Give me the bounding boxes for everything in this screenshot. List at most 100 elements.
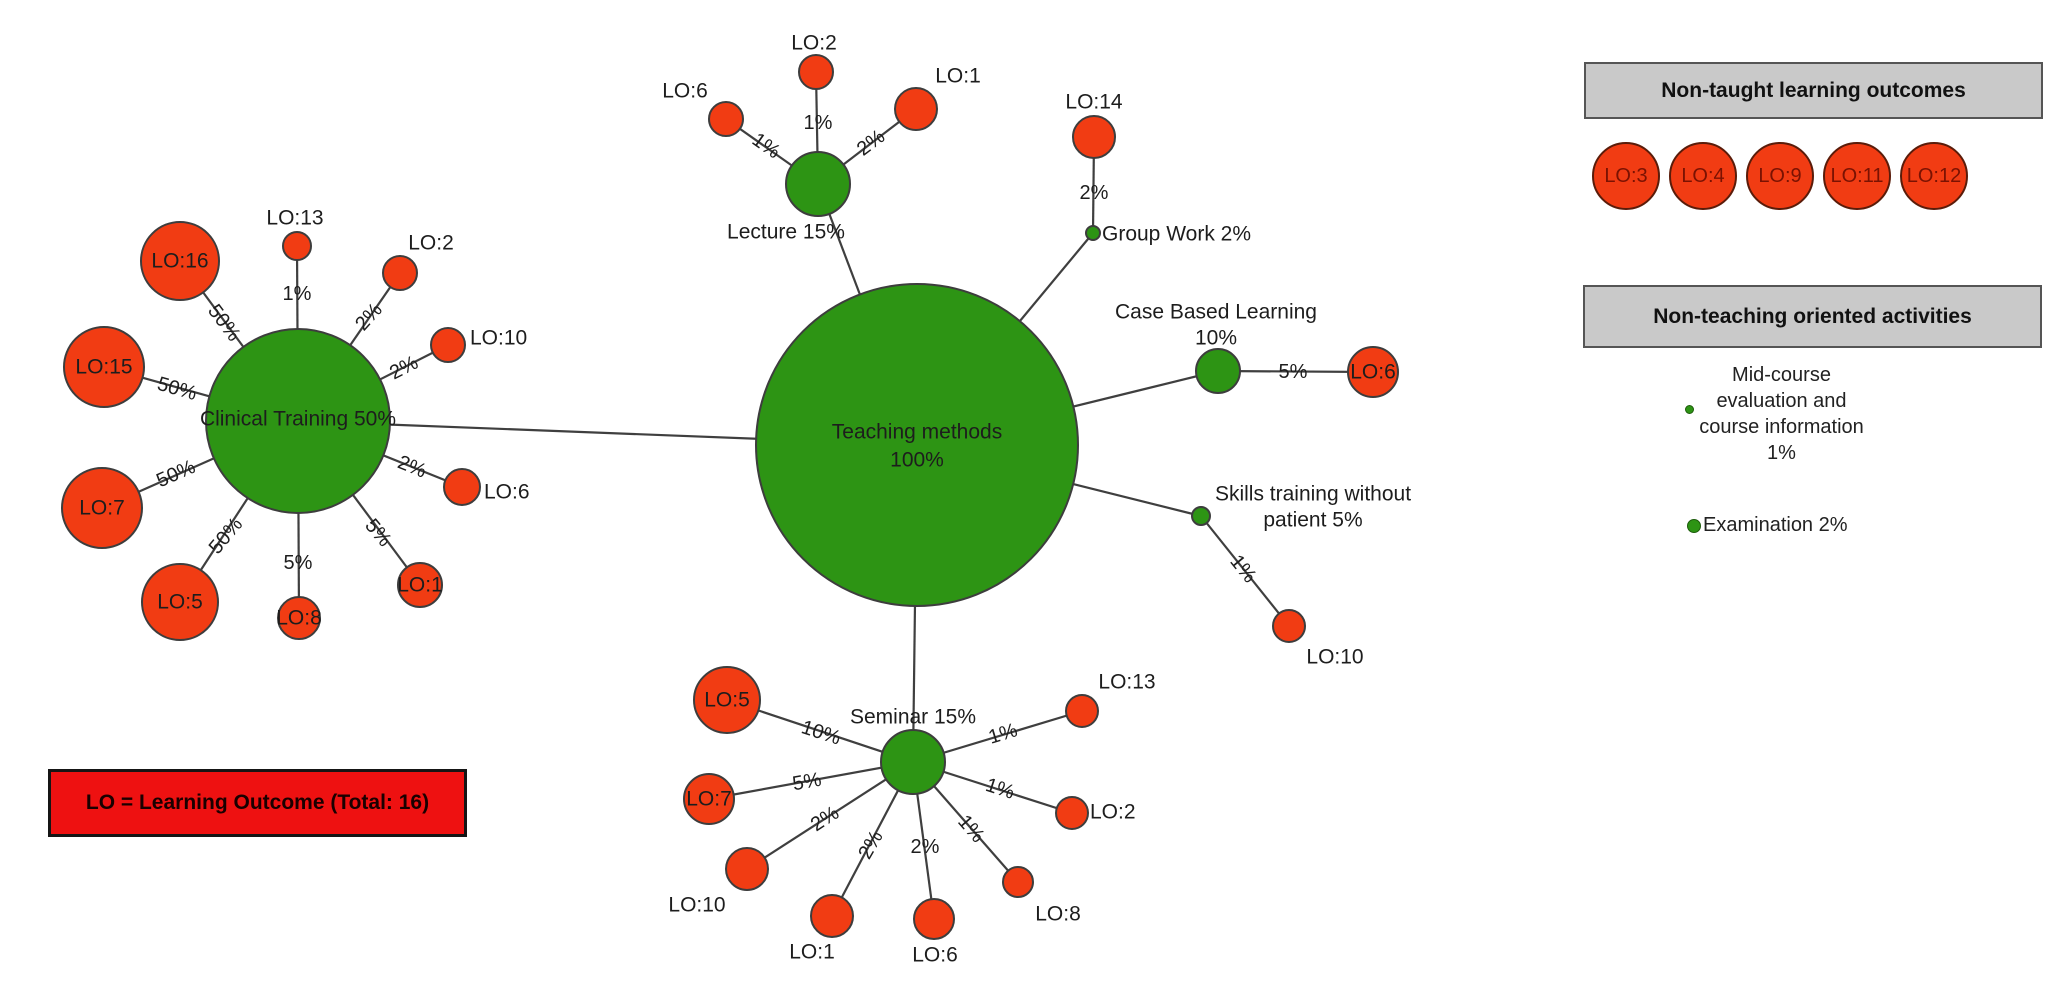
node-s8-label: LO:8 [1035, 903, 1081, 926]
node-c2-label: LO:2 [408, 232, 454, 255]
non-taught-outcome-row: LO:3 LO:4 LO:9 LO:11 LO:12 [1592, 142, 1968, 210]
legend-box: LO = Learning Outcome (Total: 16) [48, 769, 467, 837]
node-cb6-circle [1347, 346, 1399, 398]
edge-label-gw-l14: 2% [1080, 182, 1109, 204]
node-c5-label: LO:5 [157, 591, 203, 614]
examination-activity: Examination 2% [1703, 514, 1848, 536]
node-lec-label: Lecture 15% [727, 221, 845, 244]
non-taught-outcome-lo11: LO:11 [1823, 142, 1891, 210]
edge-label-ct-c2: 2% [351, 299, 387, 335]
node-c16-label: LO:16 [151, 250, 208, 273]
node-s13-circle [1065, 694, 1099, 728]
node-l1-circle [894, 87, 938, 131]
mid-course-line: evaluation and [1716, 390, 1847, 412]
node-l2-label: LO:2 [791, 32, 837, 55]
node-sk10-circle [1272, 609, 1306, 643]
mid-course-dot [1685, 405, 1694, 414]
node-c10-circle [430, 327, 466, 363]
node-sk10-label: LO:10 [1306, 646, 1363, 669]
examination-dot [1687, 519, 1701, 533]
non-taught-outcome-lo4: LO:4 [1669, 142, 1737, 210]
node-l14-label: LO:14 [1065, 91, 1123, 114]
node-tm-label: Teaching methods [832, 421, 1002, 444]
edge-label-lec-l1: 2% [853, 125, 889, 160]
mid-course-line: Mid-course [1732, 364, 1831, 386]
node-s7-circle [683, 773, 735, 825]
node-s1-circle [810, 894, 854, 938]
node-s8-circle [1002, 866, 1034, 898]
node-cbl-label: Case Based Learning [1115, 301, 1317, 324]
node-c2-circle [382, 255, 418, 291]
node-sem-label: Seminar 15% [850, 706, 976, 729]
edge-label-ct-c8: 5% [284, 552, 313, 574]
edge-label-sem-s5: 10% [799, 716, 844, 749]
mid-course-line: 1% [1767, 442, 1796, 464]
node-cbl-label: 10% [1195, 327, 1237, 350]
edge-label-sem-s1: 2% [854, 827, 888, 863]
node-lec-circle [785, 151, 851, 217]
edge-label-sem-s6: 2% [911, 836, 940, 858]
node-c1-circle [397, 562, 443, 608]
node-c7-circle [61, 467, 143, 549]
non-taught-outcome-lo3: LO:3 [1592, 142, 1660, 210]
node-l1-label: LO:1 [935, 65, 981, 88]
node-gw-circle [1085, 225, 1101, 241]
non-teaching-title: Non-teaching oriented activities [1653, 304, 1972, 328]
node-c8-label: LO:8 [276, 607, 322, 630]
node-cb6-label: LO:6 [1350, 361, 1396, 384]
edge-label-ct-c13: 1% [283, 283, 312, 305]
non-teaching-header: Non-teaching oriented activities [1583, 285, 2042, 348]
node-l6-label: LO:6 [662, 80, 708, 103]
node-s13-label: LO:13 [1098, 671, 1155, 694]
edge-label-lec-l2: 1% [804, 112, 833, 134]
node-s5-circle [693, 666, 761, 734]
node-c6-label: LO:6 [484, 481, 530, 504]
node-s6-label: LO:6 [912, 944, 958, 967]
node-c16-circle [140, 221, 220, 301]
edge-label-ct-c6: 2% [394, 451, 429, 482]
edge-skills-sk10 [1200, 515, 1290, 627]
node-c13-circle [282, 231, 312, 261]
node-c15-circle [63, 326, 145, 408]
edge-label-sem-s7: 5% [791, 769, 824, 796]
mid-course-line: course information [1699, 416, 1864, 438]
non-taught-outcome-lo9: LO:9 [1746, 142, 1814, 210]
node-s5-label: LO:5 [704, 689, 750, 712]
node-c10-label: LO:10 [470, 327, 527, 350]
node-l2-circle [798, 54, 834, 90]
edge-label-ct-c10: 2% [386, 352, 422, 385]
node-skills-circle [1191, 506, 1211, 526]
node-c5-circle [141, 563, 219, 641]
edge-label-ct-c15: 50% [155, 373, 200, 405]
edge-label-sem-s2: 1% [983, 774, 1017, 804]
node-s7-label: LO:7 [686, 788, 732, 811]
node-c15-label: LO:15 [75, 356, 132, 379]
mid-course-activity: Mid-course evaluation and course informa… [1659, 362, 1904, 466]
node-c7-label: LO:7 [79, 497, 125, 520]
edge-label-ct-c5: 50% [205, 513, 248, 558]
edge-sem-s7 [708, 760, 914, 801]
non-taught-title: Non-taught learning outcomes [1661, 78, 1966, 102]
node-ct-label: Clinical Training 50% [200, 408, 396, 431]
node-ct-circle [205, 328, 391, 514]
node-skills-label: Skills training without [1215, 483, 1411, 506]
node-c6-circle [443, 468, 481, 506]
node-c13-label: LO:13 [266, 207, 323, 230]
legend-text: LO = Learning Outcome (Total: 16) [85, 791, 430, 814]
node-c8-circle [277, 596, 321, 640]
edge-label-sem-s10: 2% [807, 802, 843, 836]
edge-label-ct-c7: 50% [153, 456, 199, 492]
edge-label-cbl-cb6: 5% [1279, 361, 1308, 383]
node-s6-circle [913, 898, 955, 940]
node-l6-circle [708, 101, 744, 137]
node-s10-label: LO:10 [668, 894, 725, 917]
non-taught-outcome-lo12: LO:12 [1900, 142, 1968, 210]
node-sem-circle [880, 729, 946, 795]
node-gw-label: Group Work 2% [1102, 223, 1251, 246]
node-s10-circle [725, 847, 769, 891]
node-tm-circle [755, 283, 1079, 607]
node-s1-label: LO:1 [789, 941, 835, 964]
node-c1-label: LO:1 [397, 574, 443, 597]
